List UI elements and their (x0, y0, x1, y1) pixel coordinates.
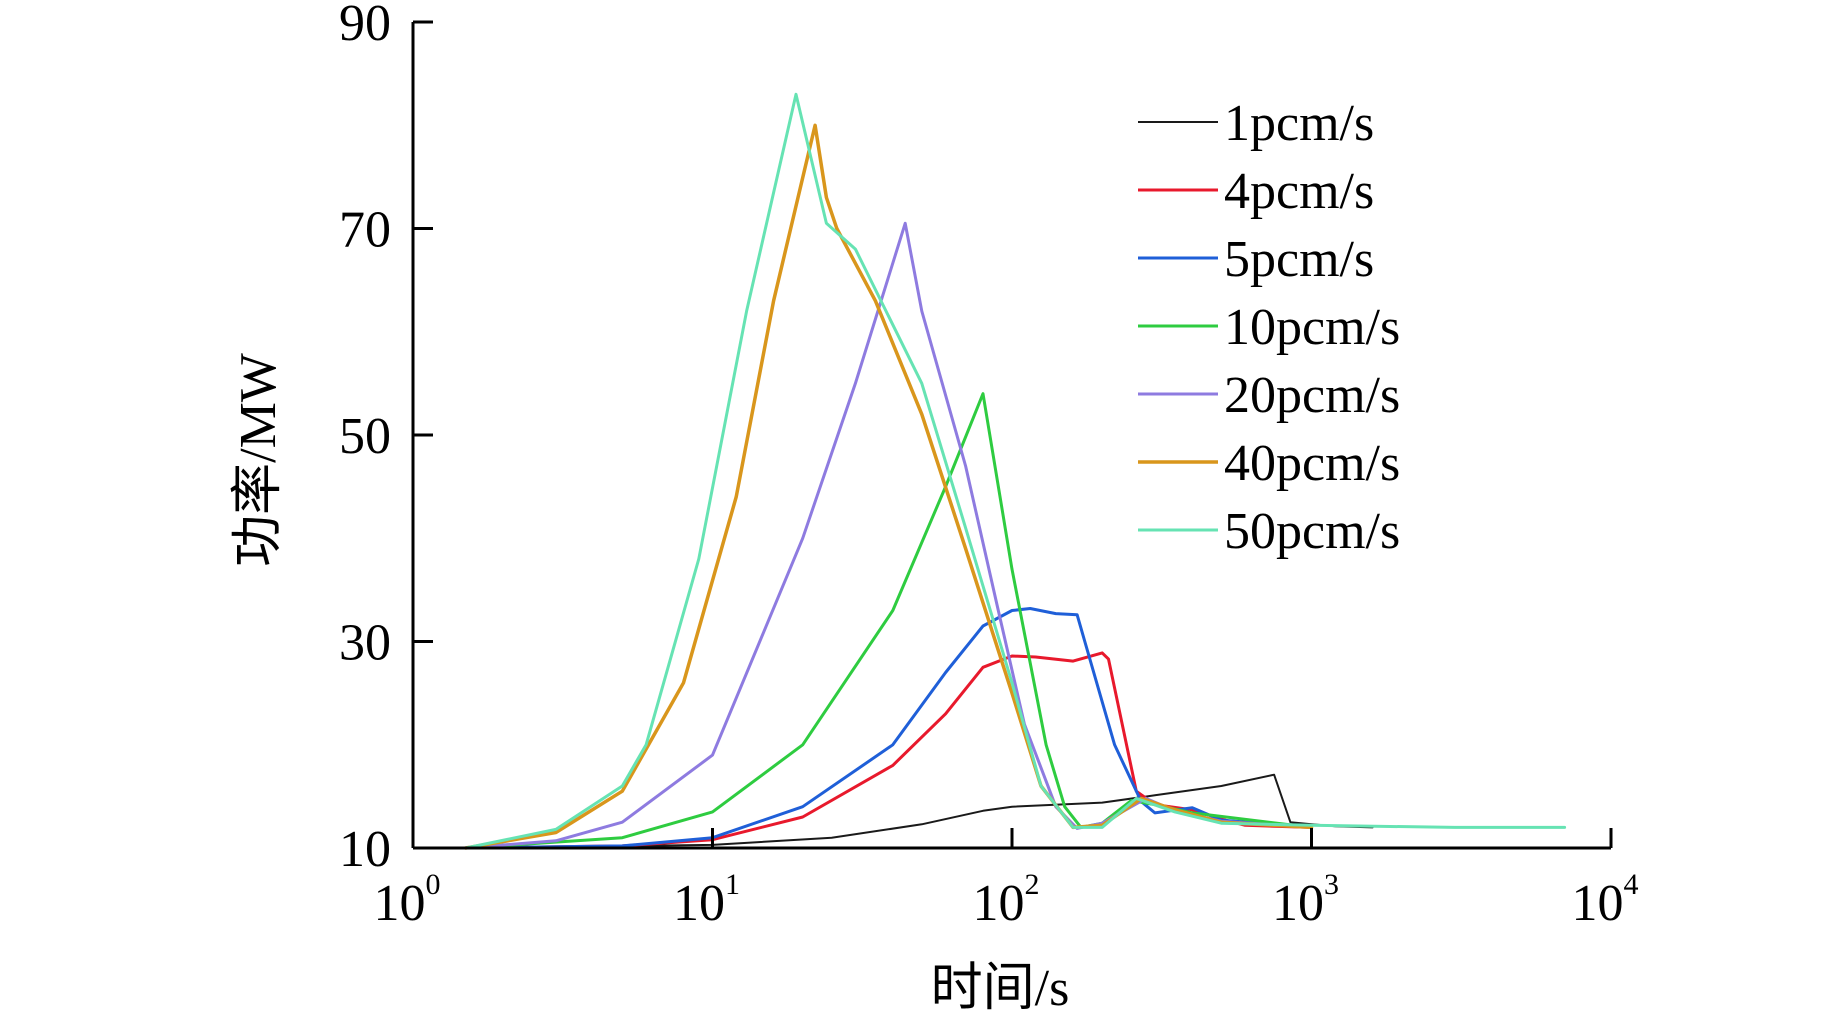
series-line-10pcm-s (464, 392, 1313, 850)
series-line-1pcm-s (464, 773, 1374, 849)
x-tick-label: 103 (1272, 868, 1339, 932)
legend-label: 10pcm/s (1224, 299, 1400, 356)
x-tick-label: 101 (673, 868, 740, 932)
x-tick-label: 100 (374, 868, 441, 932)
y-axis-title: 功率/MW (230, 353, 287, 567)
y-tick-label: 30 (339, 615, 391, 672)
series-line-40pcm-s (463, 123, 1314, 850)
legend-label: 50pcm/s (1224, 503, 1400, 560)
legend-label: 1pcm/s (1224, 95, 1374, 152)
x-axis-title: 时间/s (931, 960, 1070, 1017)
legend-label: 20pcm/s (1224, 367, 1400, 424)
series-line-50pcm-s (464, 92, 1567, 850)
legend-label: 5pcm/s (1224, 231, 1374, 288)
y-tick-label: 70 (339, 202, 391, 259)
legend-label: 4pcm/s (1224, 163, 1374, 220)
series-line-5pcm-s (464, 607, 1313, 850)
legend-label: 40pcm/s (1224, 435, 1400, 492)
x-tick-label: 104 (1572, 868, 1639, 932)
axes: 10 30 50 70 90 100 101 102 103 104 (339, 0, 1639, 932)
y-tick-label: 50 (339, 408, 391, 465)
plot-area (463, 92, 1567, 850)
y-tick-label: 90 (339, 0, 391, 52)
y-tick-label: 10 (339, 821, 391, 878)
x-tick-label: 102 (973, 868, 1040, 932)
series-line-4pcm-s (464, 651, 1313, 850)
legend: 1pcm/s 4pcm/s 5pcm/s 10pcm/s 20pcm/s 40pcm/s 5… (1138, 95, 1400, 560)
